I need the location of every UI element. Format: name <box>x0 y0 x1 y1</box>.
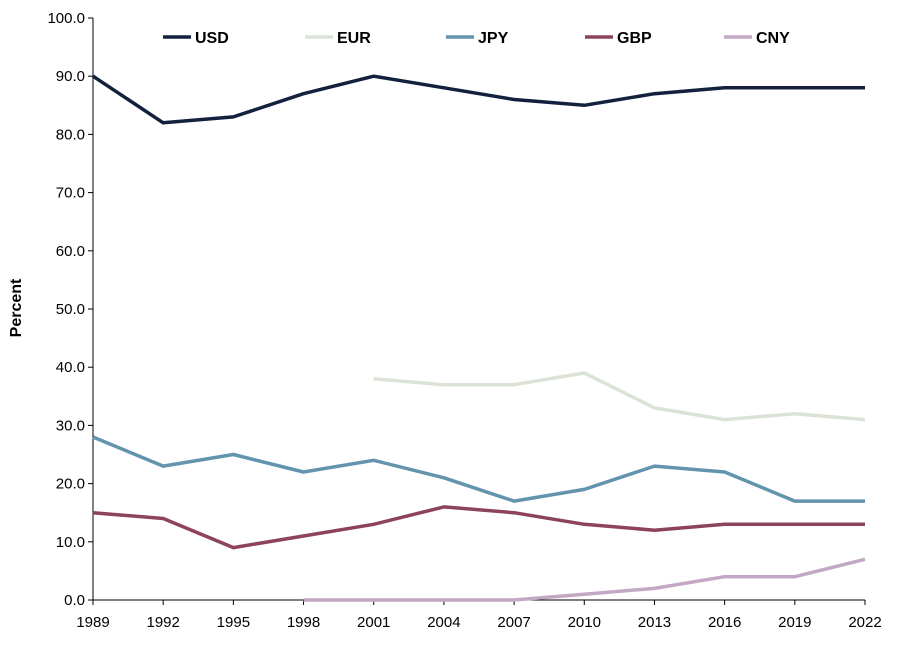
x-tick-label: 2004 <box>427 614 460 631</box>
legend-item-usd: USD <box>163 30 229 47</box>
y-axis-title: Percent <box>8 278 25 337</box>
y-axis: 0.0 10.0 20.0 30.0 40.0 50.0 60.0 70.0 80.0 90.0 1… <box>47 10 94 609</box>
legend-item-cny: CNY <box>724 30 790 47</box>
legend-label: JPY <box>478 30 509 47</box>
y-tick-label: 40.0 <box>56 359 85 376</box>
x-tick-label: 1989 <box>76 614 109 631</box>
y-tick-label: 0.0 <box>64 592 85 609</box>
x-tick-label: 1998 <box>287 614 320 631</box>
y-tick-label: 80.0 <box>56 126 85 143</box>
x-tick-label: 2001 <box>357 614 390 631</box>
legend-label: EUR <box>337 30 371 47</box>
x-tick-label: 1992 <box>146 614 179 631</box>
y-tick-label: 70.0 <box>56 185 85 202</box>
legend-label: GBP <box>617 30 652 47</box>
legend: USD EUR JPY GBP CNY <box>163 30 790 47</box>
legend-label: USD <box>195 30 229 47</box>
legend-label: CNY <box>756 30 790 47</box>
y-tick-label: 90.0 <box>56 68 85 85</box>
y-tick-label: 10.0 <box>56 534 85 551</box>
x-axis: 1989 1992 1995 1998 2001 2004 2007 2010 2013 2016… <box>76 599 882 631</box>
x-tick-label: 2016 <box>708 614 741 631</box>
x-tick-label: 2013 <box>638 614 671 631</box>
x-tick-label: 2022 <box>848 614 881 631</box>
y-tick-label: 50.0 <box>56 301 85 318</box>
legend-item-eur: EUR <box>305 30 371 47</box>
series-line-jpy <box>92 435 865 503</box>
series-line-cny <box>303 557 866 602</box>
x-tick-label: 1995 <box>217 614 250 631</box>
legend-item-gbp: GBP <box>585 30 652 47</box>
y-tick-label: 20.0 <box>56 476 85 493</box>
series-layer <box>92 74 866 602</box>
legend-item-jpy: JPY <box>446 30 509 47</box>
series-line-gbp <box>92 505 865 550</box>
y-tick-label: 60.0 <box>56 243 85 260</box>
x-tick-label: 2010 <box>568 614 601 631</box>
x-tick-label: 2007 <box>497 614 530 631</box>
series-line-usd <box>92 74 865 125</box>
y-tick-label: 30.0 <box>56 417 85 434</box>
y-tick-label: 100.0 <box>47 10 85 27</box>
series-line-eur <box>373 371 866 422</box>
x-tick-label: 2019 <box>778 614 811 631</box>
